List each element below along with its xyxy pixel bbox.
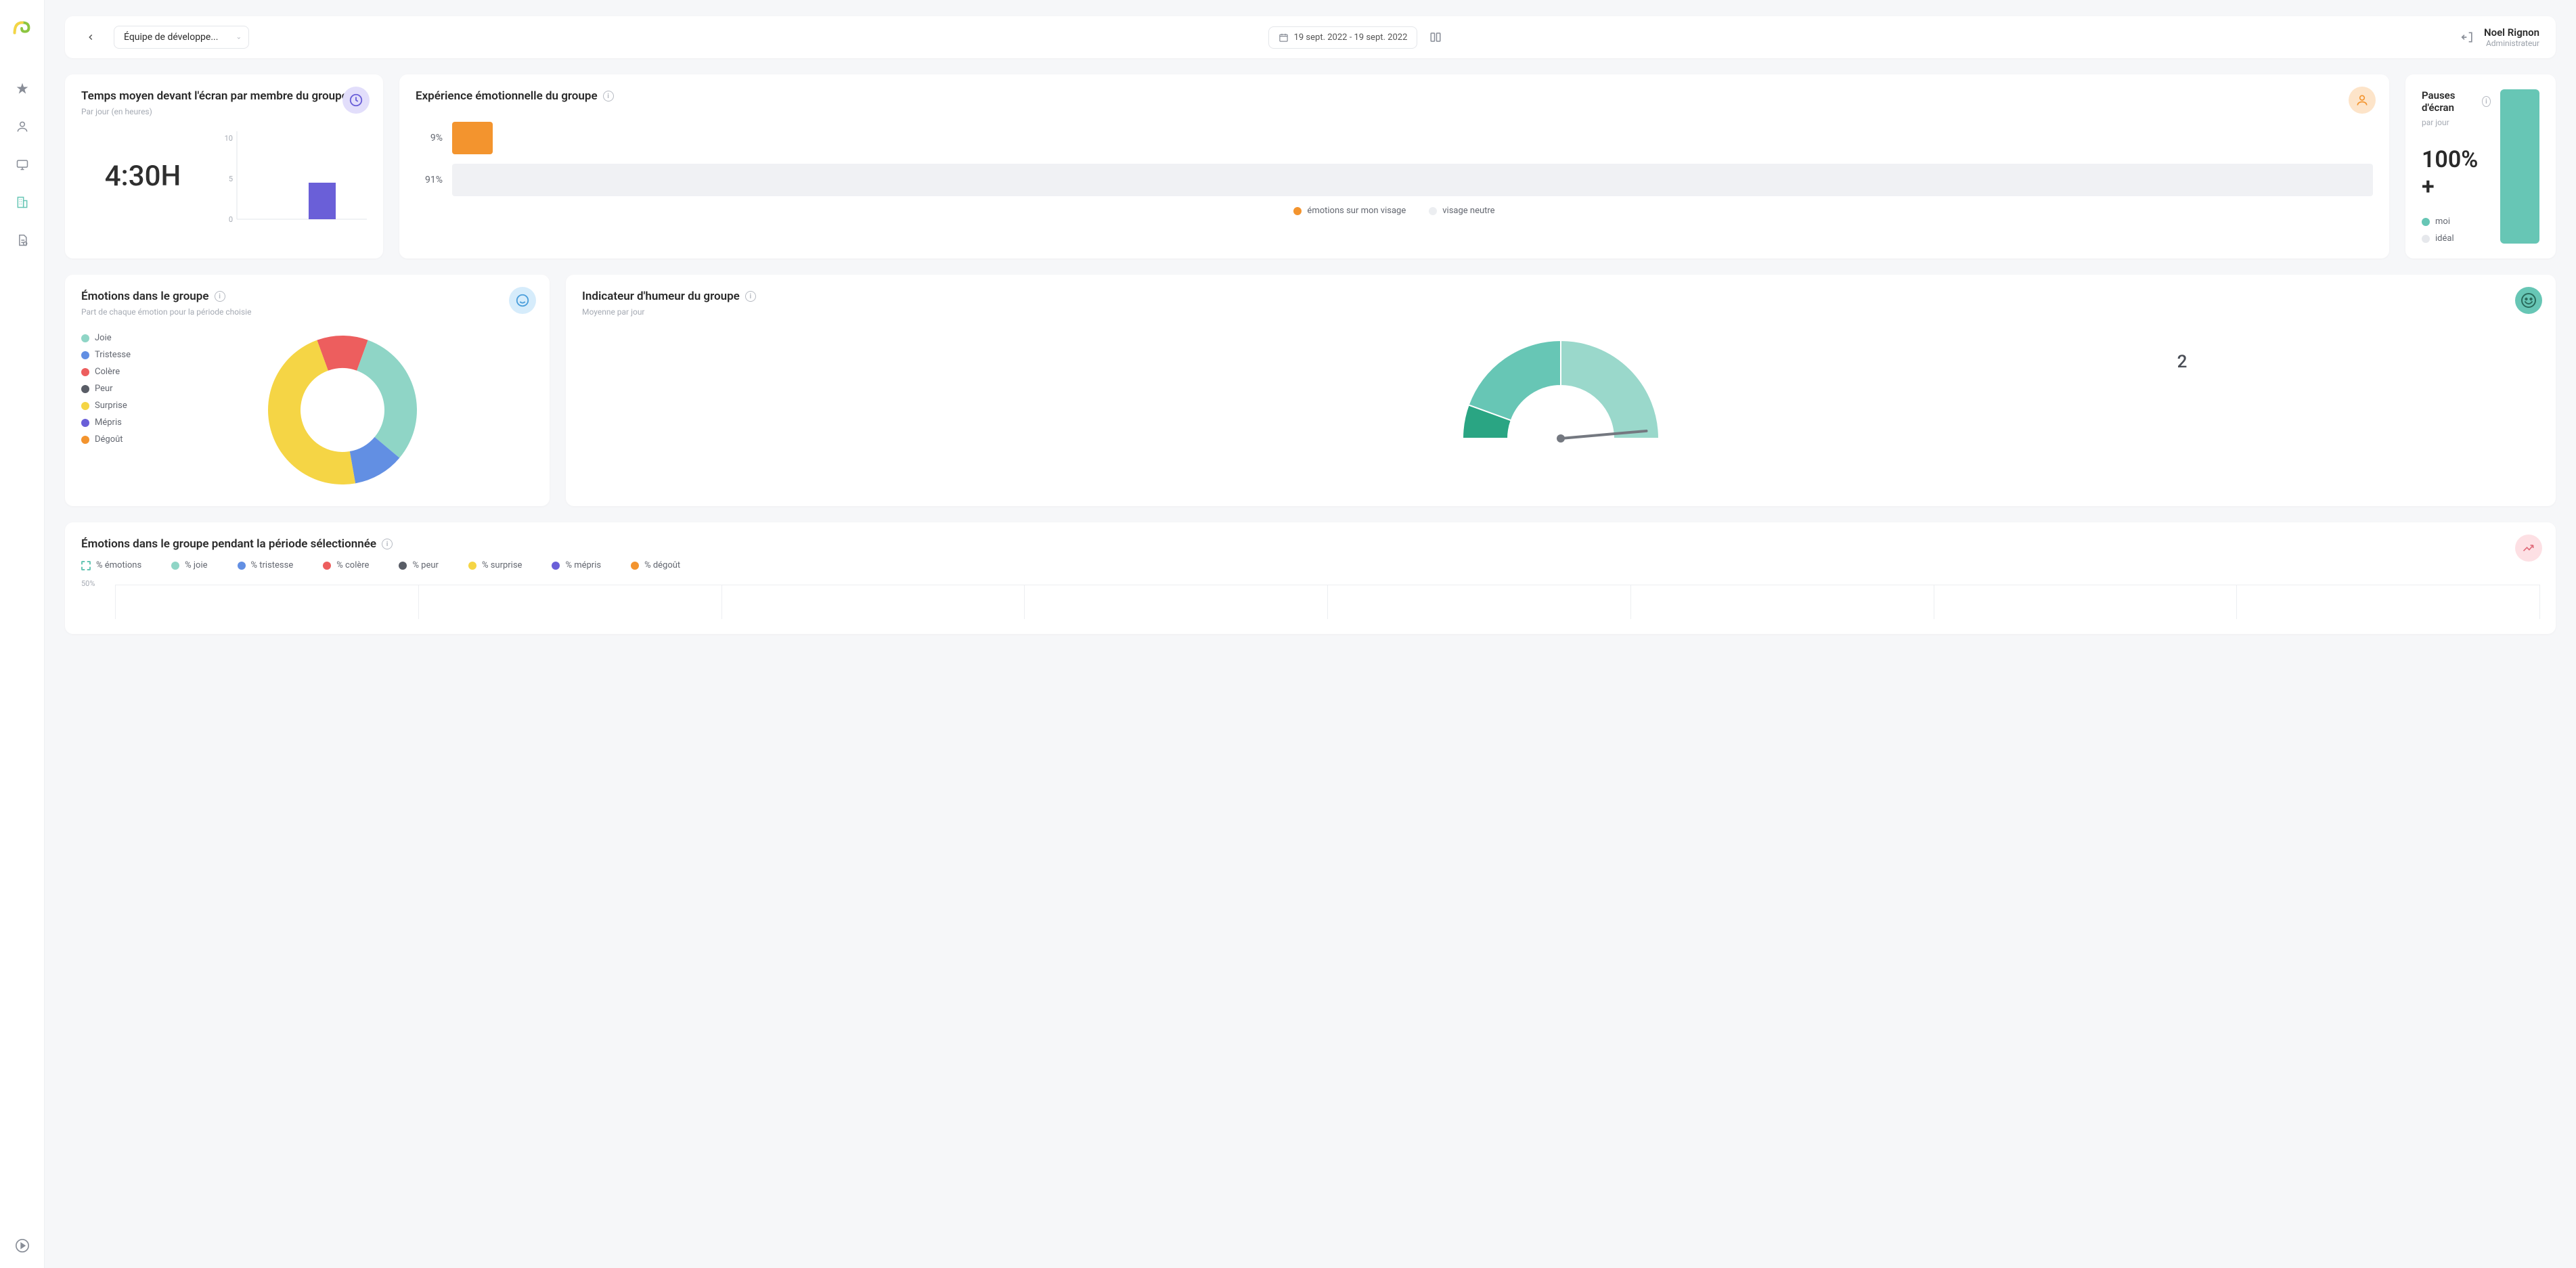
card-title: Temps moyen devant l'écran par membre du… [81, 89, 348, 103]
info-icon[interactable]: i [382, 539, 393, 549]
experience-pct: 91% [416, 175, 443, 185]
legend-item: Surprise [81, 401, 131, 411]
trend-icon [2515, 535, 2542, 562]
legend-item: Colère [81, 367, 131, 377]
card-title: Émotions dans le groupe [81, 290, 209, 303]
card-pauses: Pauses d'écran i par jour 100% + moi idéa… [2405, 74, 2556, 258]
legend-item: Dégoût [81, 434, 131, 445]
user-role: Administrateur [2484, 39, 2539, 48]
legend-item: Mépris [81, 417, 131, 428]
legend-item: % colère [323, 560, 369, 570]
legend-item: % peur [399, 560, 439, 570]
person-icon [2349, 87, 2376, 114]
nav-report[interactable] [15, 233, 30, 248]
card-title: Pauses d'écran [2422, 89, 2477, 114]
svg-text:10: 10 [225, 134, 233, 143]
card-subtitle: par jour [2422, 118, 2491, 127]
team-selector[interactable]: Équipe de développe... ⌄ [114, 26, 249, 49]
card-emotions-period: Émotions dans le groupe pendant la pério… [65, 522, 2556, 634]
legend-item: idéal [2422, 233, 2491, 244]
card-experience: Expérience émotionnelle du groupe i 9% 91… [399, 74, 2389, 258]
period-chart: 50% [81, 579, 2539, 619]
legend-item: % émotions [81, 560, 141, 570]
info-icon[interactable]: i [215, 291, 225, 302]
legend-item: % mépris [552, 560, 601, 570]
experience-pct: 9% [416, 133, 443, 143]
card-mood: Indicateur d'humeur du groupe i Moyenne … [566, 275, 2556, 506]
legend-item: % tristesse [238, 560, 294, 570]
pauses-bar [2500, 89, 2539, 244]
card-subtitle: Part de chaque émotion pour la période c… [81, 307, 533, 317]
logout-button[interactable] [2461, 30, 2474, 44]
screen-time-bar-chart: 0 5 10 [218, 129, 367, 223]
svg-text:0: 0 [229, 215, 233, 223]
legend-item: % surprise [468, 560, 523, 570]
card-title: Émotions dans le groupe pendant la pério… [81, 537, 376, 551]
happy-face-icon [2515, 287, 2542, 314]
legend-item: visage neutre [1429, 206, 1494, 216]
nav-play[interactable] [15, 1238, 30, 1253]
user-name: Noel Rignon [2484, 26, 2539, 39]
clock-icon [342, 87, 370, 114]
smile-icon [509, 287, 536, 314]
mood-value: 2 [2177, 352, 2188, 372]
info-icon[interactable]: i [603, 91, 614, 101]
legend-item: % joie [171, 560, 207, 570]
experience-bar [452, 122, 2373, 154]
svg-text:5: 5 [229, 175, 233, 183]
experience-row: 91% [416, 164, 2373, 196]
card-emotions-group: Émotions dans le groupe i Part de chaque… [65, 275, 550, 506]
nav-profile[interactable] [15, 119, 30, 134]
legend-item: Tristesse [81, 350, 131, 360]
nav-monitor[interactable] [15, 157, 30, 172]
nav-building[interactable] [15, 195, 30, 210]
period-y-label: 50% [81, 579, 95, 588]
sidebar [0, 0, 45, 1268]
legend-item: moi [2422, 217, 2491, 227]
main-content: Équipe de développe... ⌄ 19 sept. 2022 -… [45, 0, 2576, 1268]
chevron-down-icon: ⌄ [236, 34, 242, 41]
date-range-picker[interactable]: 19 sept. 2022 - 19 sept. 2022 [1268, 26, 1418, 49]
layout-toggle[interactable] [1429, 31, 1442, 43]
emotions-donut [151, 329, 533, 491]
info-icon[interactable]: i [745, 291, 756, 302]
legend-item: émotions sur mon visage [1293, 206, 1406, 216]
screen-time-value: 4:30H [81, 160, 204, 193]
card-screen-time: Temps moyen devant l'écran par membre du… [65, 74, 383, 258]
experience-row: 9% [416, 122, 2373, 154]
back-button[interactable] [81, 28, 100, 47]
card-subtitle: Par jour (en heures) [81, 107, 367, 116]
app-logo [9, 15, 35, 41]
info-icon[interactable]: i [2482, 96, 2491, 107]
card-subtitle: Moyenne par jour [582, 307, 2539, 317]
date-range-label: 19 sept. 2022 - 19 sept. 2022 [1294, 32, 1408, 43]
mood-gauge: 2 [582, 330, 2539, 449]
user-block[interactable]: Noel Rignon Administrateur [2484, 26, 2539, 48]
nav-favorites[interactable] [15, 81, 30, 96]
topbar: Équipe de développe... ⌄ 19 sept. 2022 -… [65, 16, 2556, 58]
legend-item: Peur [81, 384, 131, 394]
card-title: Indicateur d'humeur du groupe [582, 290, 740, 303]
team-selector-label: Équipe de développe... [124, 32, 218, 43]
experience-bar [452, 164, 2373, 196]
legend-item: Joie [81, 333, 131, 343]
card-title: Expérience émotionnelle du groupe [416, 89, 598, 103]
pauses-value: 100% + [2422, 146, 2491, 200]
calendar-icon [1279, 32, 1289, 43]
legend-item: % dégoût [631, 560, 680, 570]
